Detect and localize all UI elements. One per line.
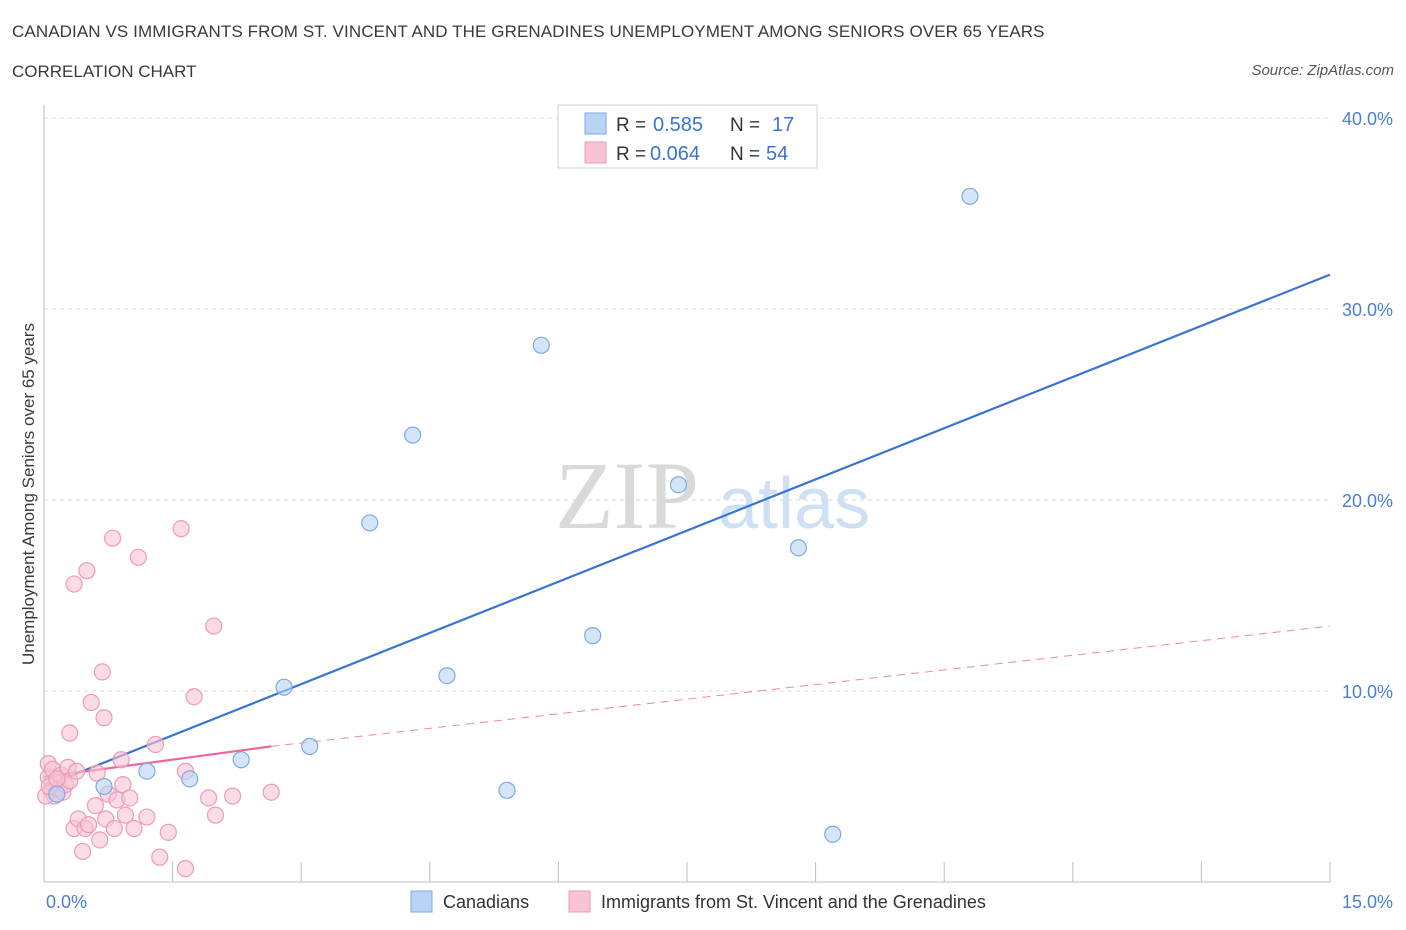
- point-canadians-8: [404, 426, 422, 444]
- point-immigrants-48: [206, 806, 225, 824]
- trend-lines: [43, 273, 1331, 788]
- point-immigrants-37: [129, 548, 147, 566]
- trend-line-canadians: [43, 273, 1331, 788]
- point-canadians-6: [301, 737, 319, 755]
- y-tick-label-10: 10.0%: [1342, 682, 1393, 702]
- point-immigrants-32: [112, 751, 130, 769]
- bottom-legend-label-canadians: Canadians: [443, 892, 529, 912]
- point-canadians-1: [95, 777, 113, 796]
- legend-r-value-2: 0.064: [650, 143, 700, 165]
- point-canadians-0: [48, 785, 66, 803]
- point-immigrants-20: [79, 816, 98, 834]
- source-credit: Source: ZipAtlas.com: [1251, 62, 1394, 79]
- point-canadians-9: [438, 667, 456, 685]
- watermark-zip: ZIP: [555, 442, 699, 549]
- point-canadians-15: [824, 825, 842, 843]
- legend-swatch-canadians: [584, 112, 607, 135]
- chart-title: CANADIAN VS IMMIGRANTS FROM ST. VINCENT …: [12, 22, 1045, 41]
- bottom-legend-label-immigrants: Immigrants from St. Vincent and the Gren…: [601, 892, 986, 912]
- point-immigrants-21: [82, 693, 100, 712]
- point-immigrants-45: [185, 688, 203, 706]
- x-ticks: [43, 862, 1331, 882]
- point-immigrants-39: [146, 735, 165, 754]
- y-tick-label-40: 40.0%: [1342, 109, 1393, 129]
- point-canadians-7: [361, 514, 379, 532]
- point-immigrants-29: [103, 529, 122, 547]
- point-immigrants-30: [105, 819, 123, 838]
- legend-r-label-2: R =: [616, 144, 646, 165]
- legend-n-value-1: 17: [772, 114, 794, 136]
- bottom-legend-swatch-canadians: [410, 890, 433, 913]
- point-canadians-12: [584, 627, 602, 645]
- point-immigrants-22: [86, 796, 105, 815]
- y-tick-labels: 10.0% 20.0% 30.0% 40.0%: [1342, 109, 1393, 702]
- point-canadians-4: [232, 751, 250, 769]
- point-immigrants-11: [61, 724, 79, 742]
- point-immigrants-23: [88, 764, 106, 782]
- trend-line-extension-immigrants: [271, 625, 1331, 747]
- point-canadians-13: [669, 476, 688, 494]
- correlation-legend: R = 0.585 N = 17 R = 0.064 N = 54: [557, 104, 818, 169]
- point-immigrants-15: [67, 762, 86, 780]
- legend-r-value-1: 0.585: [653, 114, 703, 136]
- series-legend: Canadians Immigrants from St. Vincent an…: [410, 890, 986, 913]
- legend-n-label-1: N =: [730, 115, 760, 136]
- legend-n-value-2: 54: [766, 143, 788, 165]
- watermark-atlas: atlas: [718, 464, 870, 544]
- point-immigrants-41: [159, 823, 177, 841]
- point-immigrants-19: [78, 562, 96, 580]
- point-immigrants-40: [151, 848, 169, 866]
- point-immigrants-35: [121, 789, 139, 807]
- legend-swatch-immigrants: [584, 141, 607, 164]
- point-canadians-2: [138, 762, 156, 780]
- point-canadians-10: [498, 781, 516, 799]
- point-immigrants-17: [73, 842, 92, 861]
- legend-r-label-1: R =: [616, 115, 646, 136]
- point-immigrants-24: [91, 831, 109, 849]
- point-canadians-14: [789, 539, 808, 557]
- legend-n-label-2: N =: [730, 144, 760, 165]
- chart-subtitle: CORRELATION CHART: [12, 62, 197, 81]
- point-immigrants-46: [200, 789, 218, 807]
- point-immigrants-43: [176, 860, 195, 878]
- point-canadians-5: [275, 678, 293, 696]
- point-immigrants-47: [205, 617, 223, 635]
- point-immigrants-36: [125, 819, 143, 838]
- point-immigrants-26: [95, 709, 113, 727]
- point-immigrants-25: [93, 663, 111, 681]
- point-immigrants-33: [114, 775, 132, 794]
- data-points: [37, 187, 979, 878]
- point-immigrants-42: [172, 520, 190, 538]
- point-immigrants-34: [116, 806, 135, 824]
- x-tick-label-max: 15.0%: [1342, 892, 1393, 912]
- bottom-legend-swatch-immigrants: [568, 890, 591, 913]
- gridlines: [44, 117, 1330, 692]
- point-canadians-3: [181, 770, 199, 788]
- y-tick-label-30: 30.0%: [1342, 300, 1393, 320]
- point-immigrants-49: [224, 787, 242, 805]
- y-axis-title: Unemployment Among Seniors over 65 years: [19, 323, 38, 665]
- point-immigrants-53: [262, 783, 280, 801]
- y-tick-label-20: 20.0%: [1342, 491, 1393, 511]
- point-immigrants-52: [48, 770, 66, 788]
- point-immigrants-38: [138, 808, 156, 826]
- x-tick-label-min: 0.0%: [46, 892, 87, 912]
- point-canadians-11: [532, 336, 550, 354]
- point-canadians-16: [961, 187, 979, 205]
- point-immigrants-13: [65, 575, 83, 593]
